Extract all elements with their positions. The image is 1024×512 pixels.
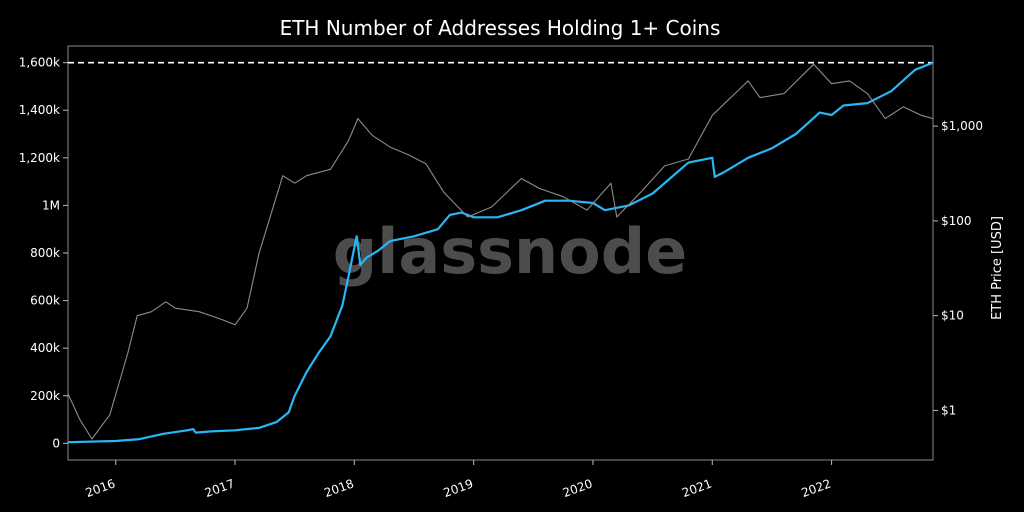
- plot-area: [67, 45, 934, 461]
- x-tick-label: 2017: [203, 476, 236, 500]
- eth-price-series: [67, 63, 934, 440]
- y-left-tick-label: 0: [52, 436, 60, 450]
- y-left-tick-label: 800k: [30, 246, 60, 260]
- y-left-tick-label: 600k: [30, 294, 60, 308]
- x-tick-label: 2018: [322, 476, 355, 500]
- x-tick-label: 2021: [680, 476, 713, 500]
- right-axis-label: ETH Price [USD]: [990, 216, 1005, 320]
- y-right-tick-label: $1,000: [941, 119, 983, 133]
- x-tick-label: 2020: [561, 476, 594, 500]
- y-left-tick-label: 1,200k: [19, 151, 60, 165]
- watermark: glassnode: [333, 215, 687, 288]
- y-right-tick-label: $1: [941, 403, 956, 417]
- y-right-tick-label: $100: [941, 214, 972, 228]
- y-left-tick-label: 1M: [42, 198, 60, 212]
- x-tick-label: 2016: [84, 476, 117, 500]
- x-tick-label: 2022: [799, 476, 832, 500]
- y-left-tick-label: 1,400k: [19, 103, 60, 117]
- addresses-series: [67, 61, 934, 444]
- y-left-tick-label: 1,600k: [19, 56, 60, 70]
- x-tick-label: 2019: [442, 476, 475, 500]
- y-left-tick-label: 200k: [30, 389, 60, 403]
- y-left-tick-label: 400k: [30, 341, 60, 355]
- y-right-tick-label: $10: [941, 309, 964, 323]
- chart-title: ETH Number of Addresses Holding 1+ Coins: [280, 16, 721, 40]
